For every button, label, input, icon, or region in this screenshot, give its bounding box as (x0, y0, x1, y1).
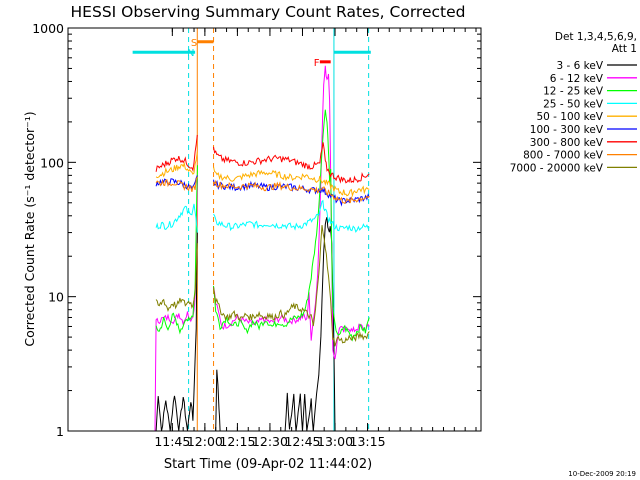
flag-label-F: F (314, 58, 320, 69)
series-line-1-seg-2 (215, 369, 221, 431)
x-tick-label: 13:15 (350, 434, 386, 449)
legend-title-line-1: Det 1,3,4,5,6,9, (555, 31, 637, 43)
legend-entry-label: 3 - 6 keV (556, 60, 603, 72)
series-line-4-seg-2 (213, 199, 370, 233)
y-tick-label: 10 (48, 290, 64, 305)
series-line-1-seg-1 (155, 232, 198, 431)
x-tick-label: 12:45 (284, 434, 320, 449)
legend-entry-label: 300 - 800 keV (530, 137, 604, 149)
series-line-8-seg-1 (155, 176, 198, 193)
series-line-7-seg-2 (213, 142, 370, 184)
x-tick-label: 12:00 (187, 434, 223, 449)
x-tick-label: 12:15 (219, 434, 255, 449)
legend-entry-label: 7000 - 20000 keV (510, 162, 604, 174)
legend-entry-label: 12 - 25 keV (543, 86, 604, 98)
x-axis-label: Start Time (09-Apr-02 11:44:02) (164, 457, 372, 472)
series-line-3-seg-1 (155, 165, 198, 335)
series-line-5-seg-2 (213, 166, 370, 198)
series-line-4-seg-1 (155, 203, 198, 233)
y-axis-label: Corrected Count Rate (s⁻¹ detector⁻¹) (22, 111, 37, 346)
series-lines (154, 65, 370, 431)
y-axis-ticks: 1 10 100 1000 (32, 21, 481, 439)
legend-title-line-2: Att 1 (612, 43, 637, 55)
legend-entry-label: 50 - 100 keV (536, 111, 603, 123)
legend-entry-label: 800 - 7000 keV (523, 150, 604, 162)
flag-bars: NS F (132, 38, 371, 69)
timestamp: 10-Dec-2009 20:19 (568, 470, 636, 478)
legend-entry-label: 25 - 50 keV (543, 98, 604, 110)
series-line-7-seg-1 (155, 134, 198, 173)
series-line-1-seg-3 (284, 217, 336, 431)
series-line-5-seg-1 (155, 151, 198, 179)
x-tick-label: 12:30 (252, 434, 288, 449)
flag-label-S: S (191, 38, 197, 49)
series-line-8-seg-2 (213, 179, 370, 204)
series-line-9-seg-2 (213, 225, 370, 347)
series-line-6-seg-2 (213, 179, 370, 207)
x-tick-label: 11:45 (154, 434, 190, 449)
series-line-2-seg-2 (213, 65, 370, 360)
legend-entry-label: 100 - 300 keV (530, 124, 604, 136)
plot-frame (67, 27, 482, 432)
y-tick-label: 100 (40, 155, 64, 170)
series-line-9-seg-1 (155, 243, 198, 312)
series-line-3-seg-2 (213, 109, 370, 342)
x-tick-label: 13:00 (317, 434, 353, 449)
y-tick-label: 1000 (32, 21, 64, 36)
legend-entry-label: 6 - 12 keV (550, 73, 604, 85)
chart-title: HESSI Observing Summary Count Rates, Cor… (71, 3, 466, 21)
flag-label-N: N (187, 48, 194, 59)
y-tick-label: 1 (56, 424, 64, 439)
